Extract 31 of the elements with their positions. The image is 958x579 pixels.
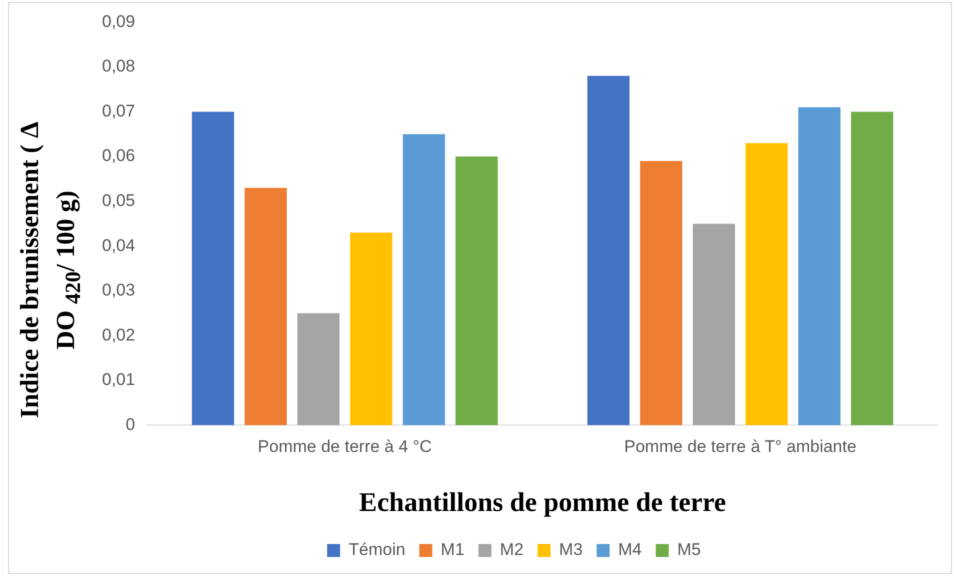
bar — [640, 161, 682, 426]
y-tick-label: 0,04 — [102, 236, 136, 255]
x-tick-label: Pomme de terre à T° ambiante — [624, 437, 856, 456]
bar — [851, 112, 894, 426]
bar — [798, 107, 840, 426]
y-tick-label: 0,02 — [102, 325, 136, 344]
bar — [297, 313, 340, 426]
y-tick-label: 0,03 — [102, 280, 136, 300]
x-axis-title: Echantillons de pomme de terre — [359, 486, 726, 517]
bar — [456, 156, 498, 426]
y-tick-label: 0,07 — [102, 101, 136, 120]
bar — [350, 232, 392, 426]
legend-label: M1 — [440, 540, 464, 560]
legend-label: M2 — [500, 540, 524, 560]
bar — [244, 188, 287, 426]
bar — [192, 112, 234, 426]
bar — [587, 76, 630, 426]
x-tick-label: Pomme de terre à 4 °C — [258, 437, 432, 456]
legend-label: M3 — [559, 540, 583, 560]
y-tick-label: 0,06 — [102, 146, 136, 166]
bar — [746, 143, 788, 426]
y-tick-label: 0,09 — [102, 12, 136, 31]
legend-label: M5 — [677, 540, 701, 560]
legend-label: M4 — [618, 540, 642, 560]
y-tick-label: 0,01 — [102, 370, 136, 390]
bar — [402, 134, 445, 426]
y-tick-label: 0,08 — [102, 56, 136, 76]
legend-label: Témoin — [348, 540, 406, 560]
y-tick-label: 0,05 — [102, 191, 136, 210]
y-tick-label: 0 — [126, 414, 136, 434]
bar — [692, 224, 735, 426]
